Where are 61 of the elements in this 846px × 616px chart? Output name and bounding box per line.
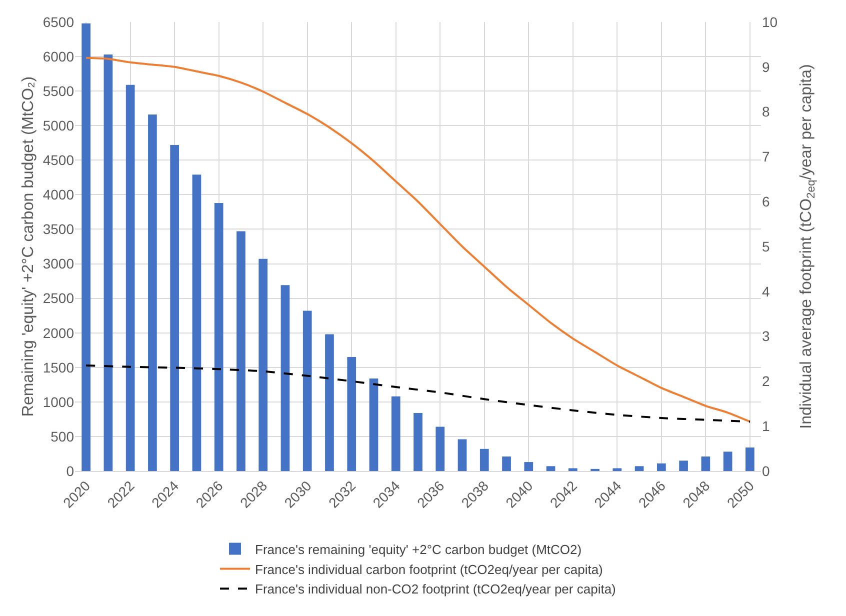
y2-tick-label: 9 <box>762 58 770 75</box>
bar <box>236 231 246 471</box>
bar <box>347 357 356 471</box>
y2-tick-label: 4 <box>762 283 770 300</box>
y-tick-label: 0 <box>66 462 74 479</box>
y2-tick-label: 0 <box>762 462 770 479</box>
y-tick-label: 3500 <box>42 221 74 238</box>
y-tick-label: 4500 <box>42 152 74 168</box>
bar <box>480 448 489 471</box>
y-tick-label: 4000 <box>42 186 74 203</box>
y2-tick-label: 8 <box>762 104 770 120</box>
y-tick-label: 2000 <box>42 324 74 341</box>
y2-tick-label: 7 <box>762 148 770 165</box>
line-series <box>85 364 751 423</box>
bar <box>546 466 556 471</box>
y2-tick-label: 5 <box>762 238 770 254</box>
bar <box>192 174 202 471</box>
legend-label: France's remaining 'equity' +2°C carbon budget (MtCO2) <box>255 542 582 557</box>
y-tick-label: 500 <box>50 428 74 444</box>
y2-tick-label: 10 <box>762 14 778 30</box>
y-tick-label: 3000 <box>42 256 74 272</box>
y-tick-label: 6500 <box>42 14 74 30</box>
bar <box>679 460 688 471</box>
y-tick-label: 2500 <box>42 290 74 306</box>
y2-tick-label: 6 <box>762 194 770 210</box>
bar <box>568 468 578 471</box>
bar <box>414 412 422 471</box>
bar <box>258 258 268 471</box>
line-series <box>85 56 751 423</box>
legend-label: France's individual carbon footprint (tCO2eq/year per capita) <box>255 562 603 577</box>
bar <box>656 463 666 471</box>
bar <box>148 114 157 471</box>
y-tick-label: 6000 <box>42 48 74 64</box>
bar <box>612 468 622 471</box>
bar <box>723 452 732 471</box>
bar <box>82 23 90 471</box>
y2-tick-label: 2 <box>762 373 770 390</box>
bar <box>524 462 534 471</box>
bar <box>104 54 113 471</box>
y-tick-label: 5000 <box>42 118 74 134</box>
bar <box>302 310 312 471</box>
y2-tick-label: 3 <box>762 328 770 344</box>
bar <box>325 334 334 471</box>
y-tick-label: 1000 <box>42 394 74 410</box>
y2-tick-label: 1 <box>762 418 770 434</box>
legend-label: France's individual non-CO2 footprint (tCO2eq/year per capita) <box>255 582 616 597</box>
bar <box>170 144 180 471</box>
bar <box>701 456 710 471</box>
bar <box>369 378 378 471</box>
y-axis-title: Remaining 'equity' +2°C carbon budget (MtCO₂) <box>20 76 37 417</box>
bar <box>436 426 445 471</box>
y-tick-label: 5500 <box>42 82 74 99</box>
y-tick-label: 1500 <box>42 359 74 376</box>
bar <box>634 466 644 471</box>
bar <box>458 439 467 471</box>
bar <box>214 202 224 471</box>
bar <box>502 456 511 471</box>
bar <box>391 396 400 471</box>
bar <box>746 448 754 471</box>
bar <box>280 285 290 471</box>
bar <box>126 84 135 471</box>
